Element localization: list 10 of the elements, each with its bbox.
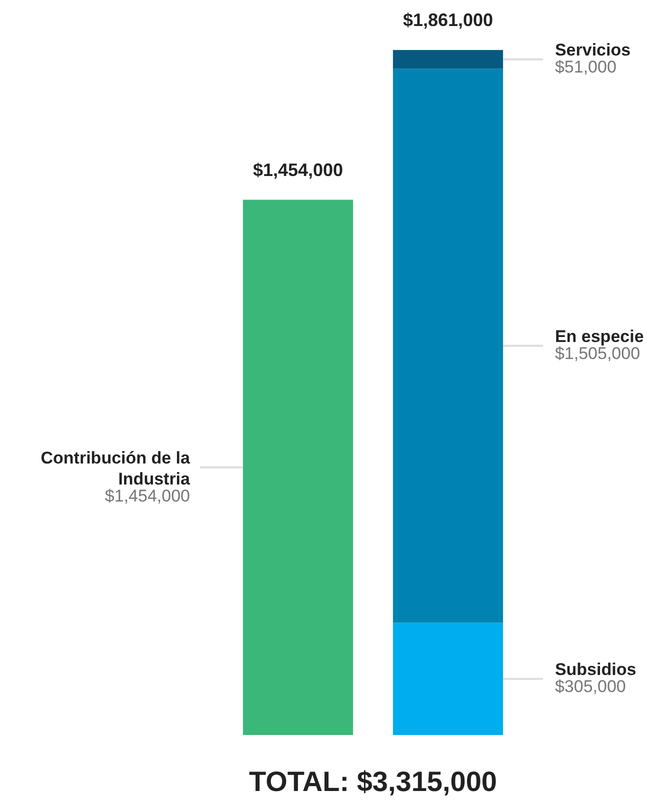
data-label: $1,454,000	[104, 486, 190, 506]
text: Contribución de la Industria	[40, 448, 191, 488]
total-label: $1,861,000	[402, 10, 494, 30]
text: Subsidios	[554, 660, 636, 679]
total-label: $1,454,000	[252, 160, 344, 180]
data-label: $305,000	[554, 676, 626, 696]
text: Servicios	[554, 40, 631, 60]
data-label: $51,000	[554, 57, 616, 76]
text: En especie	[554, 326, 644, 346]
text: TOTAL: $3,315,000	[249, 766, 497, 797]
